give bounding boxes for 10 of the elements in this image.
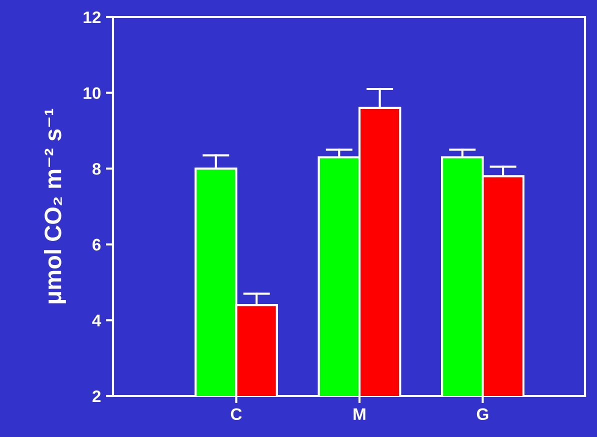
y-tick-label: 8 [92,163,101,175]
y-tick-label: 10 [84,87,101,100]
x-tick-label: G [476,408,488,420]
x-tick-label: C [230,408,242,420]
y-axis-title: μmol CO₂ m⁻² s⁻¹ [44,108,66,304]
y-tick-label: 12 [84,11,101,24]
y-tick-label: 4 [92,314,102,326]
y-tick-label: 2 [92,390,101,402]
y-tick-label: 6 [92,238,101,251]
x-tick-label: M [354,408,366,420]
